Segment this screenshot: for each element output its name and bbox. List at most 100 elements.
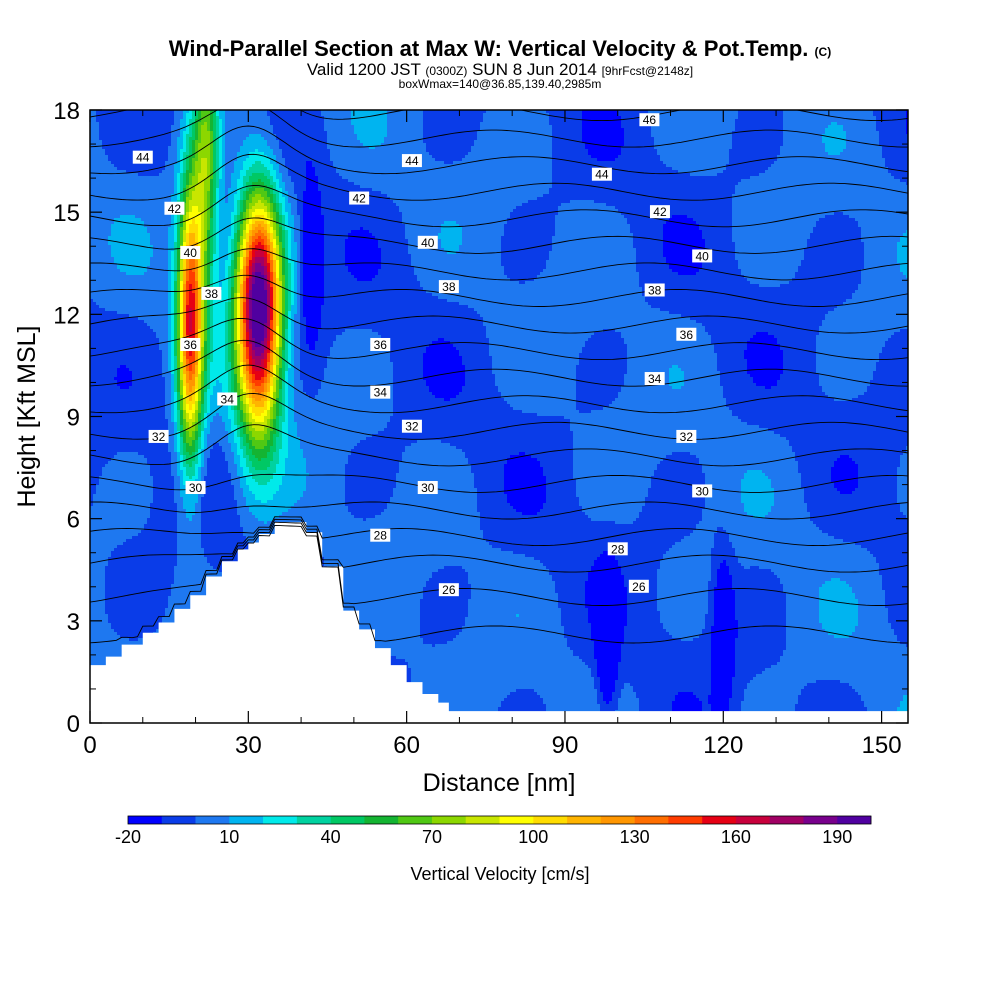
velocity-cell (255, 140, 258, 143)
velocity-cell (279, 122, 282, 125)
velocity-cell (735, 143, 738, 146)
velocity-cell (603, 116, 606, 119)
velocity-cell (618, 149, 621, 152)
velocity-cell (708, 131, 711, 134)
velocity-cell (489, 149, 492, 152)
velocity-cell (708, 143, 711, 146)
velocity-cell (840, 128, 843, 131)
velocity-cell (522, 146, 525, 149)
velocity-cell (426, 113, 429, 116)
velocity-cell (198, 131, 201, 134)
velocity-cell (528, 116, 531, 119)
velocity-cell (369, 134, 372, 137)
velocity-cell (600, 149, 603, 152)
velocity-cell (570, 134, 573, 137)
velocity-cell (372, 149, 375, 152)
velocity-cell (522, 140, 525, 143)
velocity-cell (696, 122, 699, 125)
velocity-cell (291, 131, 294, 134)
velocity-cell (795, 119, 798, 122)
velocity-cell (765, 140, 768, 143)
velocity-cell (462, 128, 465, 131)
velocity-cell (507, 137, 510, 140)
velocity-cell (123, 125, 126, 128)
velocity-cell (831, 119, 834, 122)
velocity-cell (594, 131, 597, 134)
velocity-cell (723, 146, 726, 149)
velocity-cell (276, 149, 279, 152)
velocity-cell (360, 122, 363, 125)
velocity-cell (525, 128, 528, 131)
velocity-cell (699, 149, 702, 152)
velocity-cell (573, 128, 576, 131)
velocity-cell (114, 119, 117, 122)
velocity-cell (285, 116, 288, 119)
velocity-cell (474, 149, 477, 152)
velocity-cell (732, 125, 735, 128)
velocity-cell (789, 134, 792, 137)
velocity-cell (750, 137, 753, 140)
velocity-cell (591, 122, 594, 125)
velocity-cell (237, 122, 240, 125)
velocity-cell (594, 137, 597, 140)
velocity-cell (279, 149, 282, 152)
velocity-cell (612, 131, 615, 134)
velocity-cell (303, 143, 306, 146)
velocity-cell (561, 125, 564, 128)
velocity-cell (657, 134, 660, 137)
velocity-cell (666, 125, 669, 128)
velocity-cell (138, 125, 141, 128)
velocity-cell (636, 128, 639, 131)
velocity-cell (480, 143, 483, 146)
velocity-cell (597, 131, 600, 134)
velocity-cell (261, 146, 264, 149)
velocity-cell (489, 134, 492, 137)
velocity-cell (357, 113, 360, 116)
velocity-cell (390, 146, 393, 149)
velocity-cell (198, 137, 201, 140)
velocity-cell (252, 131, 255, 134)
velocity-cell (186, 134, 189, 137)
velocity-cell (645, 131, 648, 134)
velocity-cell (699, 134, 702, 137)
velocity-cell (567, 140, 570, 143)
velocity-cell (126, 128, 129, 131)
velocity-cell (225, 149, 228, 152)
velocity-cell (204, 134, 207, 137)
velocity-cell (807, 125, 810, 128)
velocity-cell (255, 122, 258, 125)
velocity-cell (825, 125, 828, 128)
velocity-cell (414, 134, 417, 137)
velocity-cell (711, 119, 714, 122)
velocity-cell (798, 137, 801, 140)
velocity-cell (453, 140, 456, 143)
velocity-cell (357, 131, 360, 134)
velocity-cell (216, 128, 219, 131)
velocity-cell (675, 128, 678, 131)
velocity-cell (138, 143, 141, 146)
velocity-cell (885, 140, 888, 143)
velocity-cell (543, 122, 546, 125)
velocity-cell (288, 134, 291, 137)
velocity-cell (159, 119, 162, 122)
velocity-cell (192, 128, 195, 131)
velocity-cell (705, 149, 708, 152)
velocity-cell (882, 131, 885, 134)
velocity-cell (420, 131, 423, 134)
velocity-cell (741, 137, 744, 140)
velocity-cell (636, 149, 639, 152)
velocity-cell (438, 113, 441, 116)
velocity-cell (714, 140, 717, 143)
velocity-cell (795, 137, 798, 140)
velocity-cell (363, 140, 366, 143)
velocity-cell (630, 143, 633, 146)
velocity-cell (261, 140, 264, 143)
velocity-cell (552, 125, 555, 128)
velocity-cell (252, 137, 255, 140)
velocity-cell (756, 125, 759, 128)
velocity-cell (588, 137, 591, 140)
velocity-cell (240, 146, 243, 149)
velocity-cell (282, 134, 285, 137)
velocity-cell (537, 119, 540, 122)
